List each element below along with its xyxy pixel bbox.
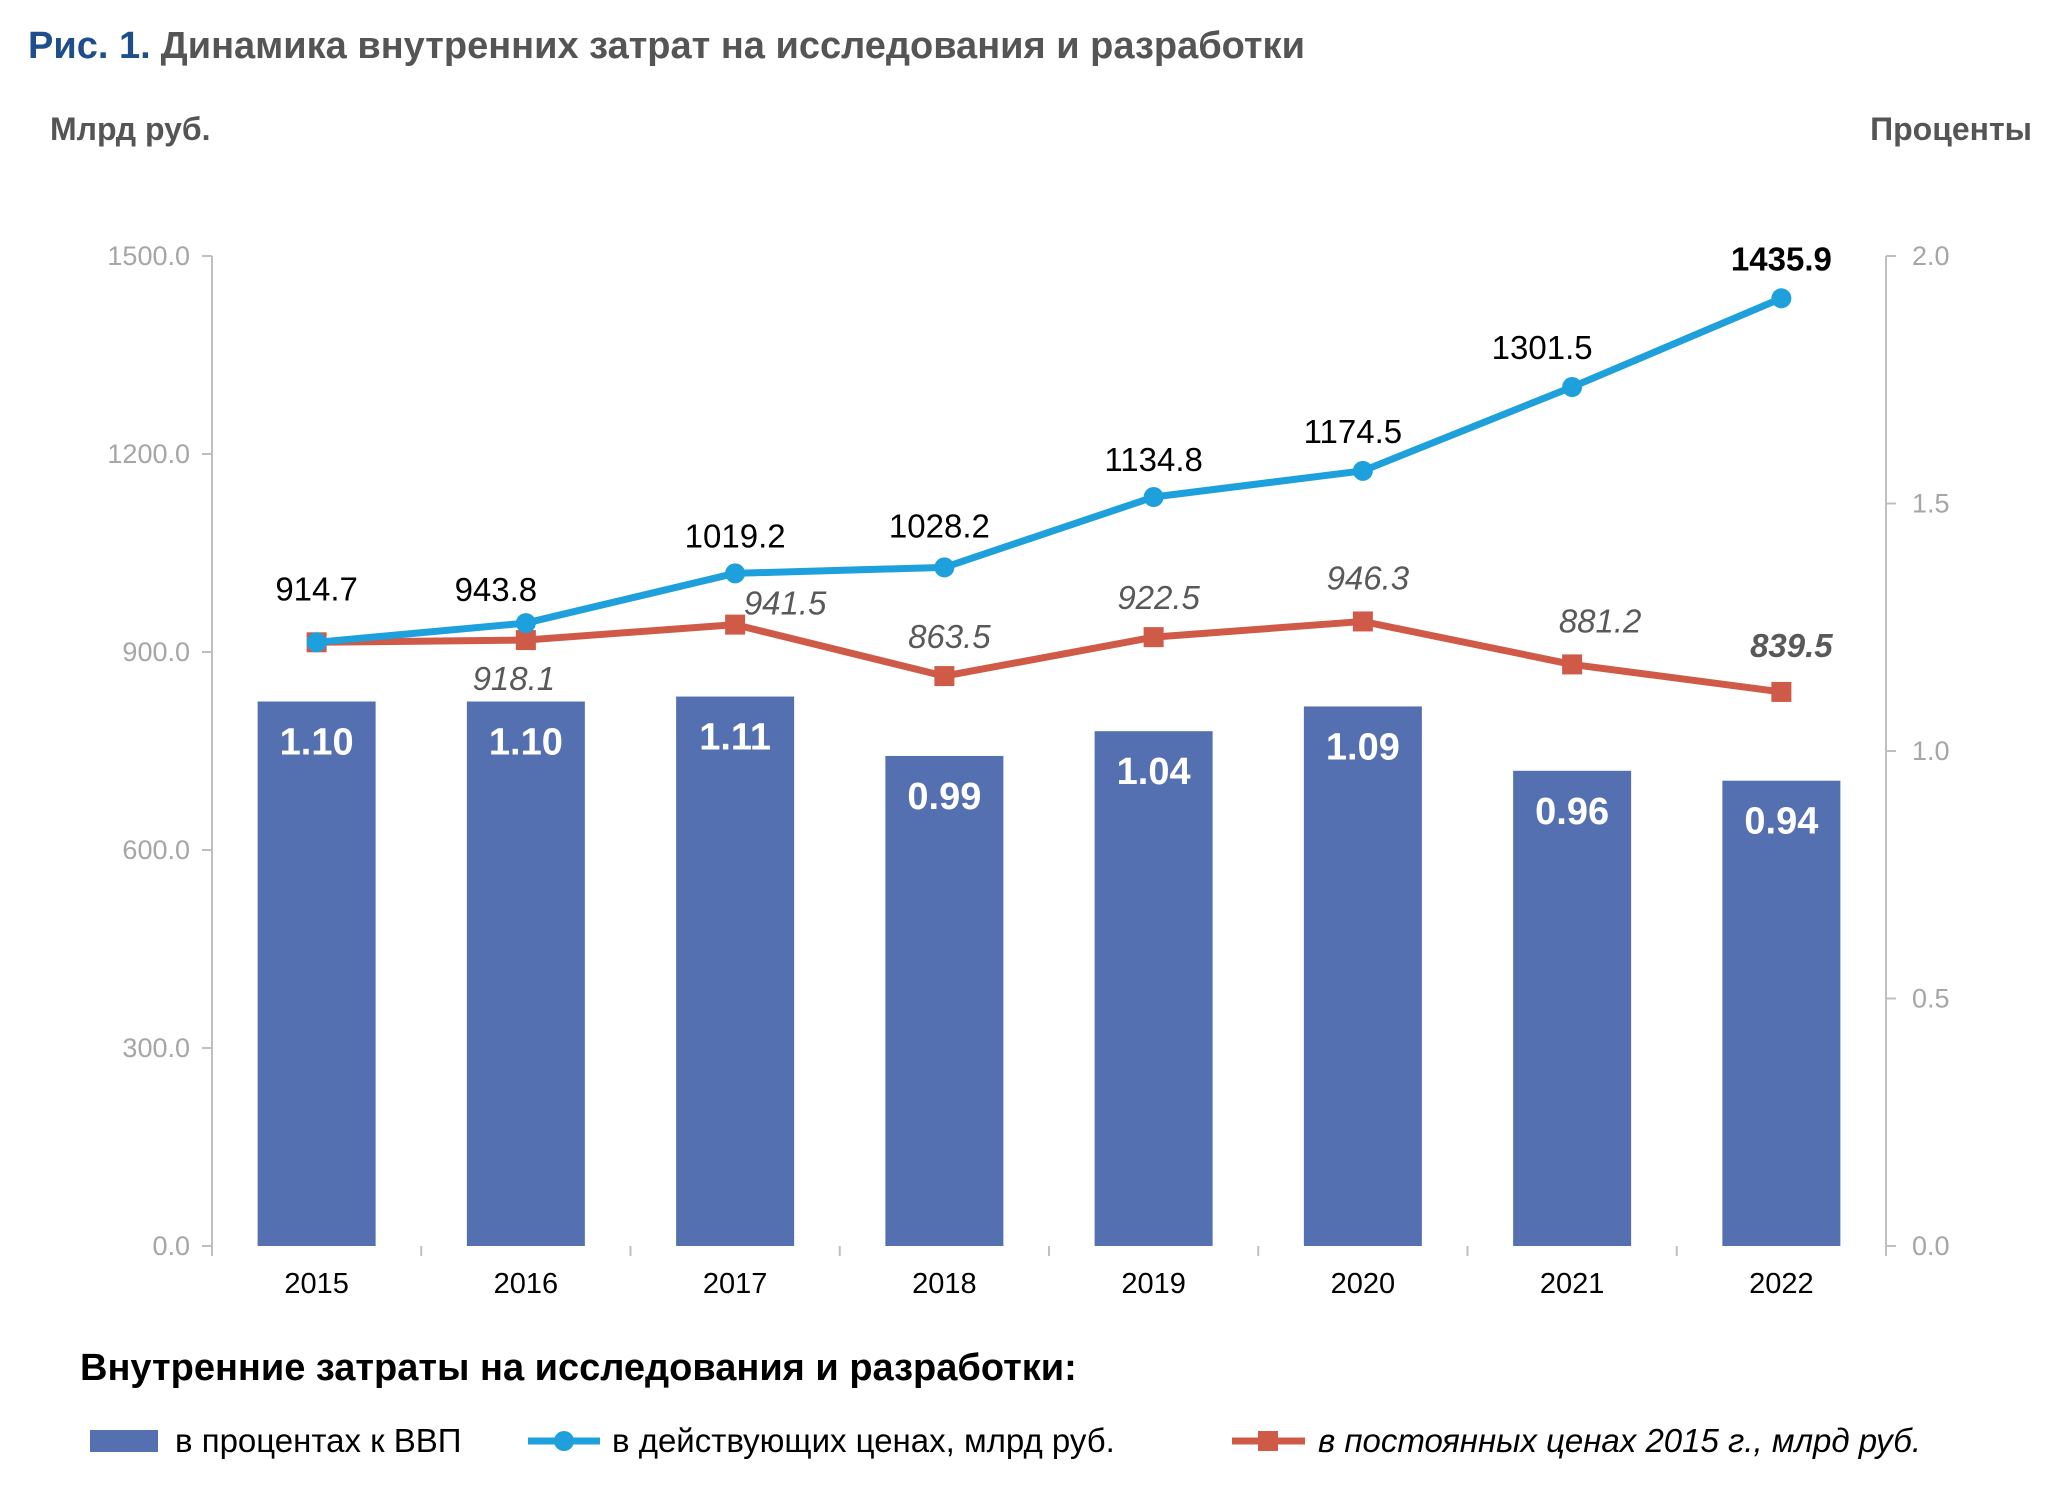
left-tick-label: 900.0 bbox=[122, 637, 190, 667]
constant-prices-label: 946.3 bbox=[1327, 559, 1410, 596]
legend-title: Внутренние затраты на исследования и раз… bbox=[80, 1347, 1077, 1389]
constant-prices-point bbox=[725, 614, 746, 635]
bar-label: 0.96 bbox=[1535, 791, 1609, 833]
legend-bar-swatch bbox=[90, 1430, 158, 1452]
legend-current-marker bbox=[554, 1431, 574, 1451]
current-prices-line bbox=[316, 295, 1783, 646]
current-prices-label: 1301.5 bbox=[1492, 329, 1593, 366]
constant-prices-point bbox=[1562, 654, 1583, 675]
bar bbox=[676, 696, 795, 1246]
legend-constant-marker bbox=[1258, 1431, 1278, 1451]
right-tick-label: 1.0 bbox=[1912, 736, 1950, 766]
right-tick-label: 0.5 bbox=[1912, 984, 1950, 1014]
current-prices-point bbox=[1352, 460, 1373, 481]
current-prices-label: 1174.5 bbox=[1304, 413, 1402, 450]
legend: в процентах к ВВП в действующих ценах, мл… bbox=[90, 1422, 1921, 1459]
current-prices-label: 914.7 bbox=[275, 570, 358, 607]
bar bbox=[257, 701, 376, 1246]
bar bbox=[1094, 731, 1213, 1246]
constant-prices-point bbox=[1771, 681, 1792, 702]
bar bbox=[1513, 770, 1632, 1246]
current-prices-point bbox=[515, 613, 536, 634]
left-tick-label: 1200.0 bbox=[107, 439, 190, 469]
left-tick-label: 0.0 bbox=[152, 1231, 190, 1261]
x-tick-label: 2018 bbox=[912, 1268, 977, 1300]
current-prices-label: 943.8 bbox=[455, 571, 538, 608]
current-prices-point bbox=[1562, 377, 1583, 398]
x-tick-label: 2015 bbox=[284, 1268, 349, 1300]
left-tick-label: 600.0 bbox=[122, 835, 190, 865]
constant-prices-label: 941.5 bbox=[744, 585, 827, 622]
current-prices-point bbox=[1771, 288, 1792, 309]
bar bbox=[1303, 706, 1422, 1246]
bar bbox=[885, 755, 1004, 1246]
bar bbox=[466, 701, 585, 1246]
current-prices-label: 1019.2 bbox=[685, 517, 786, 554]
bar-label: 1.04 bbox=[1117, 751, 1191, 793]
current-prices-point bbox=[725, 563, 746, 584]
current-prices-label: 1028.2 bbox=[889, 507, 990, 544]
left-tick-label: 1500.0 bbox=[107, 241, 190, 271]
bar-label: 1.10 bbox=[489, 722, 563, 764]
figure-title: Рис. 1. Динамика внутренних затрат на исс… bbox=[28, 25, 1305, 67]
current-prices-point bbox=[306, 632, 327, 653]
constant-prices-label: 881.2 bbox=[1559, 602, 1642, 639]
constant-prices-point bbox=[934, 666, 955, 687]
bar-label: 0.94 bbox=[1744, 801, 1818, 843]
x-tick-label: 2016 bbox=[494, 1268, 559, 1300]
bar-label: 1.09 bbox=[1326, 726, 1400, 768]
left-tick-label: 300.0 bbox=[122, 1033, 190, 1063]
current-prices-point bbox=[1143, 487, 1164, 508]
bar-label: 0.99 bbox=[907, 776, 981, 818]
constant-prices-label: 839.5 bbox=[1750, 627, 1833, 664]
x-tick-label: 2017 bbox=[703, 1268, 768, 1300]
right-axis-label: Проценты bbox=[1870, 111, 2032, 147]
right-tick-label: 0.0 bbox=[1912, 1231, 1950, 1261]
legend-label-current: в действующих ценах, млрд руб. bbox=[612, 1422, 1115, 1459]
x-tick-label: 2019 bbox=[1121, 1268, 1186, 1300]
current-prices-label: 1435.9 bbox=[1731, 240, 1832, 277]
legend-label-constant: в постоянных ценах 2015 г., млрд руб. bbox=[1318, 1422, 1921, 1459]
constant-prices-point bbox=[1143, 627, 1164, 648]
x-tick-label: 2020 bbox=[1331, 1268, 1396, 1300]
constant-prices-label: 922.5 bbox=[1117, 579, 1200, 616]
bar bbox=[1722, 780, 1841, 1246]
legend-label-gdp: в процентах к ВВП bbox=[175, 1422, 462, 1459]
constant-prices-point bbox=[515, 630, 536, 651]
right-tick-label: 2.0 bbox=[1912, 241, 1950, 271]
bar-label: 1.10 bbox=[280, 722, 354, 764]
current-prices-label: 1134.8 bbox=[1104, 441, 1202, 478]
left-axis-label: Млрд руб. bbox=[50, 111, 211, 147]
constant-prices-line bbox=[316, 617, 1782, 696]
constant-prices-label: 863.5 bbox=[908, 618, 991, 655]
x-tick-label: 2022 bbox=[1749, 1268, 1814, 1300]
current-prices-point bbox=[934, 557, 955, 578]
bar-label: 1.11 bbox=[699, 717, 771, 759]
constant-prices-point bbox=[1352, 611, 1373, 632]
x-tick-label: 2021 bbox=[1540, 1268, 1605, 1300]
right-tick-label: 1.5 bbox=[1912, 489, 1950, 519]
constant-prices-label: 918.1 bbox=[473, 660, 556, 697]
